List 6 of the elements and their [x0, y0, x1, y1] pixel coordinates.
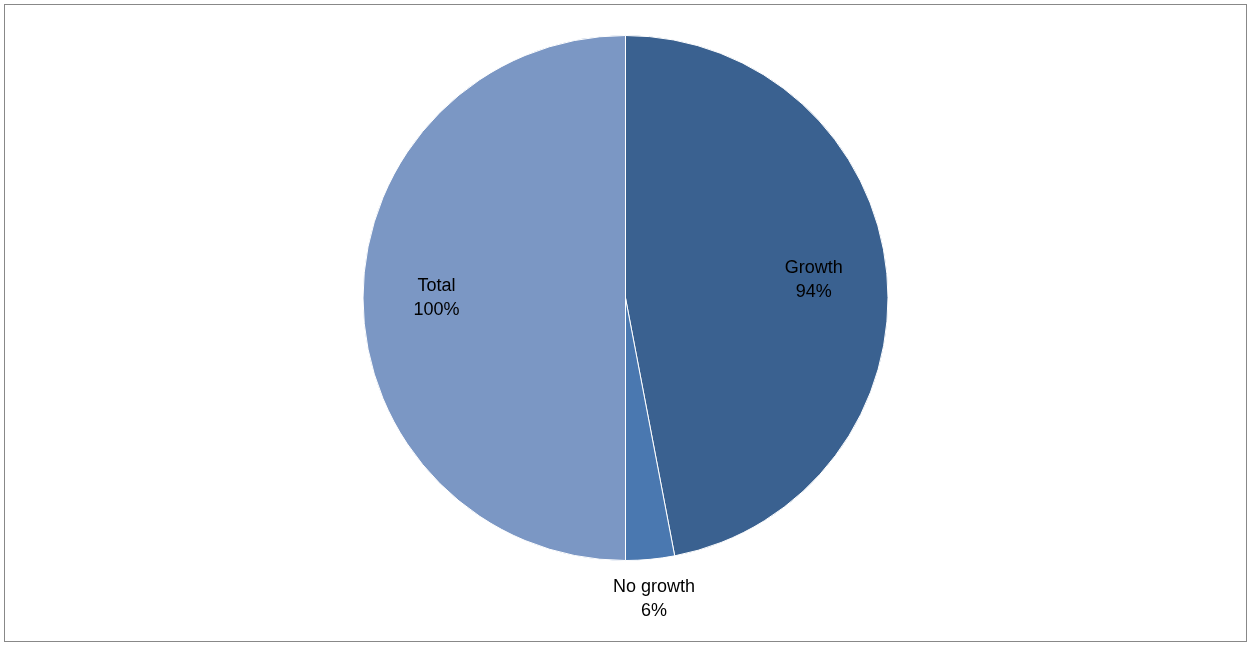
slice-label: No growth	[612, 576, 695, 597]
slice-label: Growth	[784, 257, 843, 278]
data-label: 6%	[640, 600, 667, 621]
data-label: 94%	[795, 281, 832, 302]
data-label: 100%	[413, 298, 460, 319]
slice-label: Total	[417, 274, 456, 295]
